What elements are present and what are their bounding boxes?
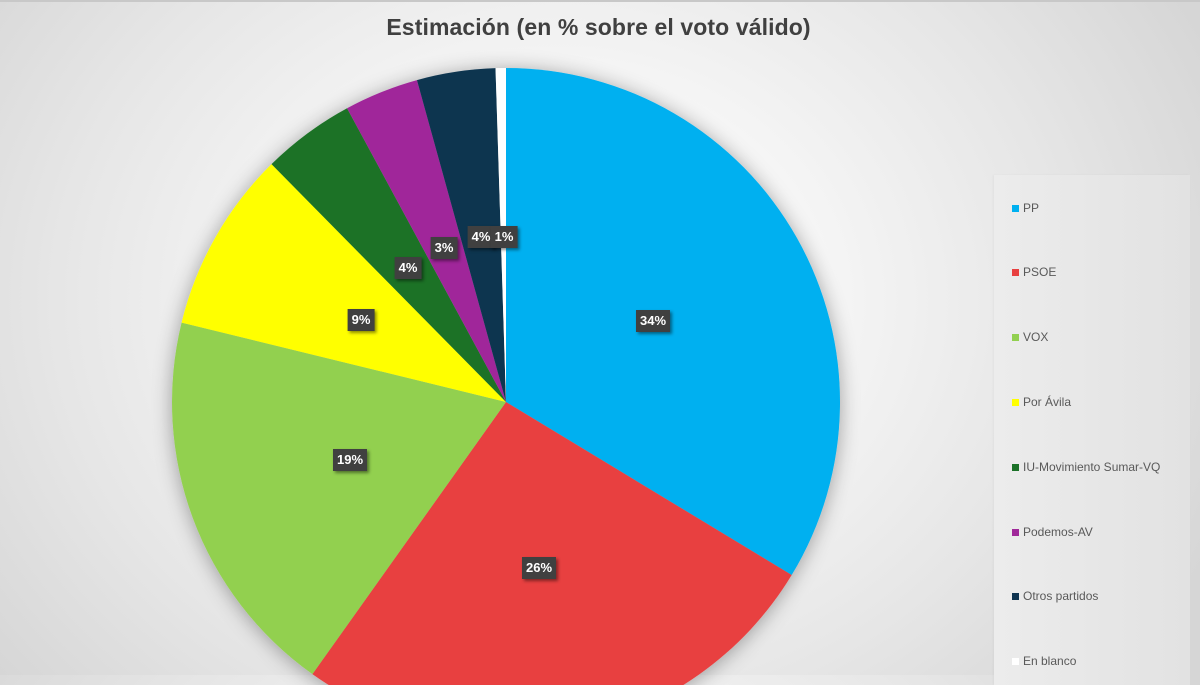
pie-slice-pp[interactable] — [506, 68, 841, 576]
legend-label: Por Ávila — [1023, 395, 1072, 409]
data-label-en-blanco: 1% — [490, 226, 518, 248]
legend-swatch-icon — [1012, 657, 1019, 665]
legend-label: PSOE — [1023, 265, 1057, 279]
legend-swatch-icon — [1012, 398, 1019, 406]
pie-slice-psoe[interactable] — [312, 402, 792, 685]
legend-item-otros[interactable]: Otros partidos — [1012, 589, 1098, 603]
pie-slice-iu-sumar[interactable] — [271, 108, 506, 402]
legend-swatch-icon — [1012, 204, 1019, 212]
legend-label: IU-Movimiento Sumar-VQ — [1023, 460, 1161, 474]
legend-swatch-icon — [1012, 528, 1019, 536]
data-label-podemos: 3% — [430, 237, 458, 259]
legend-label: VOX — [1023, 330, 1049, 344]
legend-item-en-blanco[interactable]: En blanco — [1012, 654, 1076, 668]
legend: PP PSOE VOX Por Ávila IU-Movimiento Suma… — [994, 175, 1190, 685]
legend-label: Podemos-AV — [1023, 525, 1093, 539]
legend-item-podemos[interactable]: Podemos-AV — [1012, 525, 1093, 539]
legend-swatch-icon — [1012, 463, 1019, 471]
data-label-iu-sumar: 4% — [394, 257, 422, 279]
data-label-psoe: 26% — [521, 557, 557, 579]
data-label-vox: 19% — [332, 449, 368, 471]
legend-label: PP — [1023, 201, 1040, 215]
legend-swatch-icon — [1012, 592, 1019, 600]
legend-swatch-icon — [1012, 268, 1019, 276]
legend-item-por-avila[interactable]: Por Ávila — [1012, 395, 1071, 409]
chart-title: Estimación (en % sobre el voto válido) — [386, 14, 811, 40]
top-border — [0, 0, 1200, 2]
pie-slice-por-avila[interactable] — [181, 164, 507, 402]
legend-item-vox[interactable]: VOX — [1012, 330, 1048, 344]
data-label-pp: 34% — [635, 310, 671, 332]
pie-slice-vox[interactable] — [171, 322, 506, 675]
legend-swatch-icon — [1012, 333, 1019, 341]
legend-label: En blanco — [1023, 654, 1077, 668]
data-label-por-avila: 9% — [347, 309, 375, 331]
legend-item-pp[interactable]: PP — [1012, 201, 1039, 215]
legend-label: Otros partidos — [1023, 589, 1099, 603]
legend-item-psoe[interactable]: PSOE — [1012, 265, 1056, 279]
pie-slice-otros[interactable] — [416, 68, 506, 402]
legend-item-iu-sumar[interactable]: IU-Movimiento Sumar-VQ — [1012, 460, 1160, 474]
pie-slice-podemos[interactable] — [347, 80, 506, 403]
data-label-otros: 4% — [467, 226, 495, 248]
